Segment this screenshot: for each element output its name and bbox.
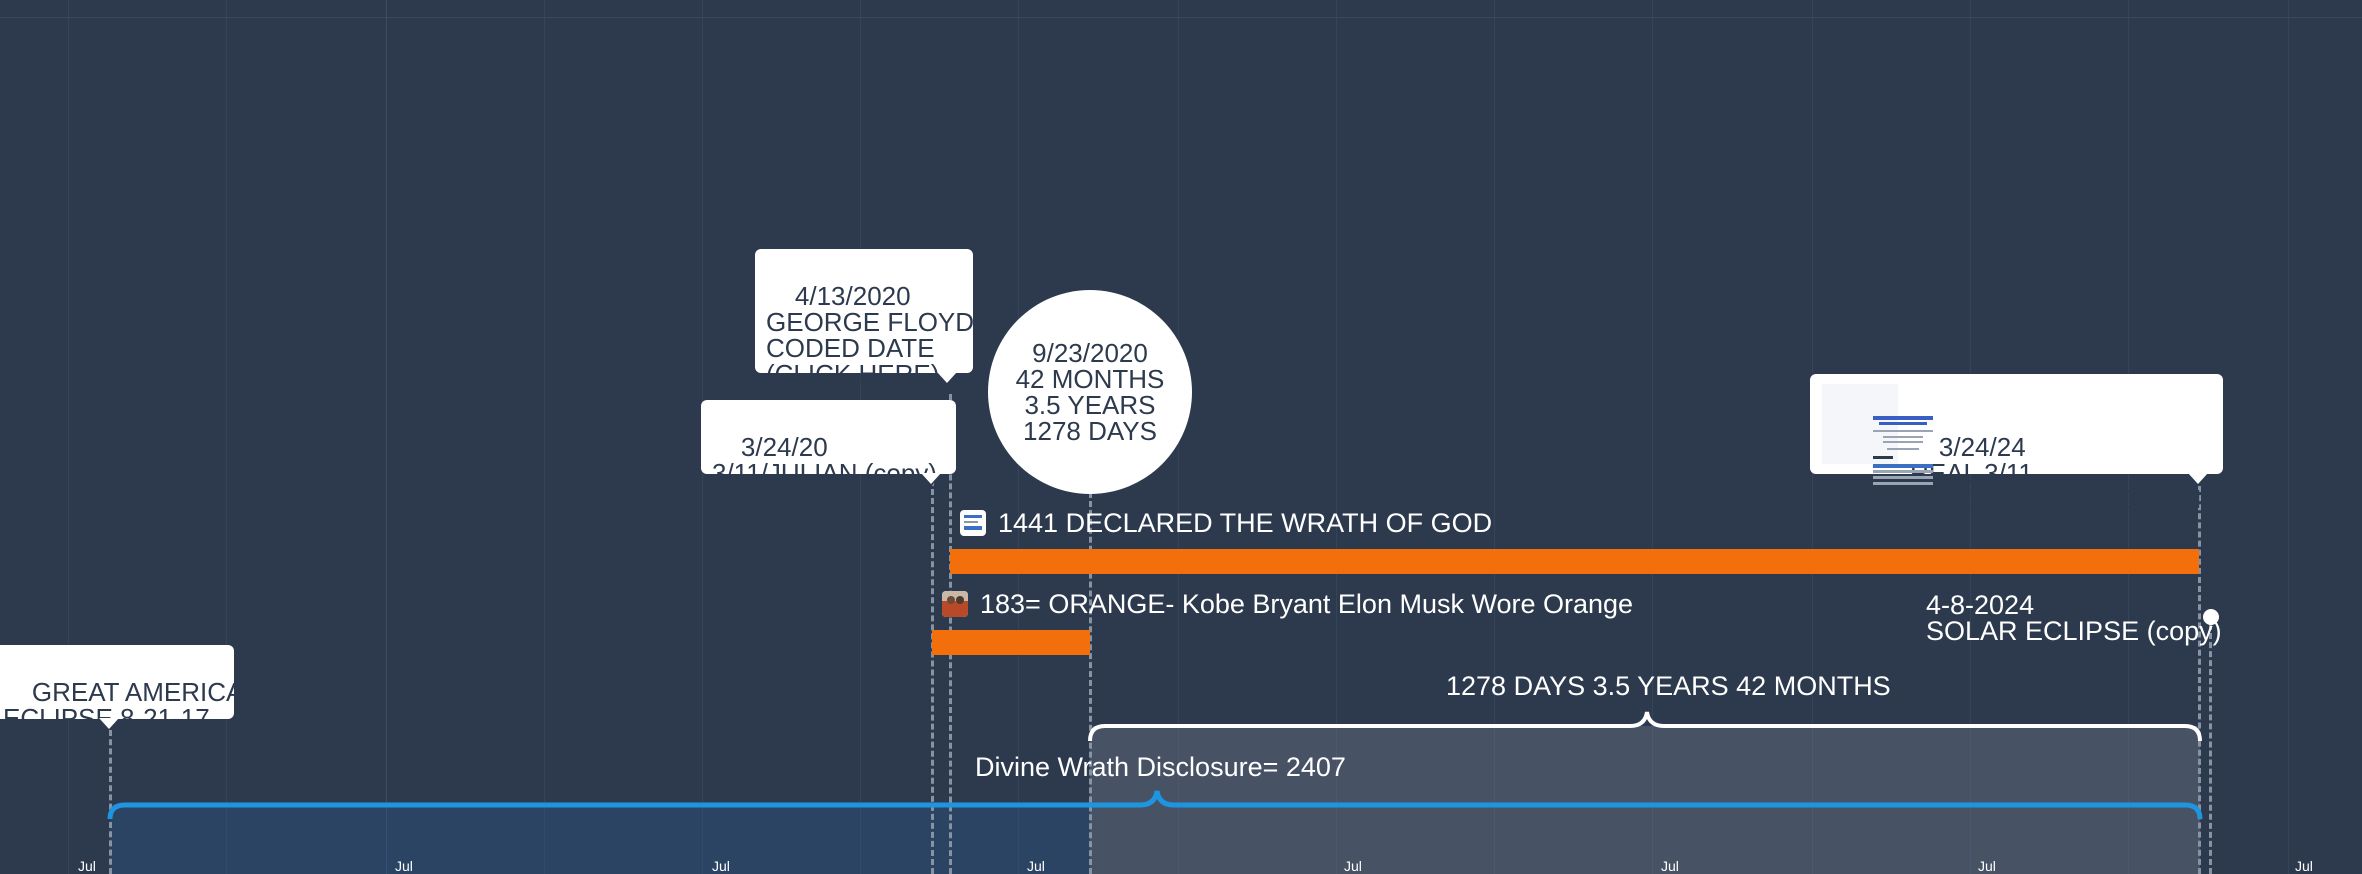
days-1278-region: [1090, 726, 2200, 874]
event-line-bubble: [1089, 492, 1092, 874]
grid-line: [2288, 0, 2289, 874]
bar-183-orange[interactable]: [932, 630, 1090, 655]
axis-tick-label: Jul: [78, 858, 96, 874]
event-label-183-orange[interactable]: 183= ORANGE- Kobe Bryant Elon Musk Wore …: [980, 589, 1634, 619]
span-label-divine-wrath[interactable]: Divine Wrath Disclosure= 2407: [975, 752, 1346, 782]
card-text: 3/24/20 3/11/JULIAN (copy): [712, 432, 937, 488]
brace-1278-days: [1088, 711, 2202, 742]
event-line-solar-eclipse: [2209, 624, 2212, 874]
axis-tick-label: Jul: [1344, 858, 1362, 874]
event-label-1441[interactable]: 1441 DECLARED THE WRATH OF GOD: [998, 508, 1493, 538]
card-pointer: [937, 372, 957, 383]
card-pointer: [99, 718, 119, 729]
axis-tick-label: Jul: [712, 858, 730, 874]
bubble-text: 9/23/2020 42 MONTHS 3.5 YEARS 1278 DAYS: [1015, 338, 1165, 446]
event-line-real-311: [2198, 486, 2201, 874]
milestone-bubble-9-23-2020[interactable]: 9/23/2020 42 MONTHS 3.5 YEARS 1278 DAYS: [988, 290, 1192, 494]
grid-line: [1652, 0, 1653, 874]
event-dot-solar-eclipse[interactable]: [2203, 609, 2219, 625]
brace-divine-wrath: [107, 790, 2203, 820]
event-line-julian: [931, 480, 934, 874]
document-thumbnail-icon: [1822, 384, 1934, 485]
card-text: 3/24/24 REAL 3/11 WRATH OF GOD BEGINS: [1910, 432, 2219, 514]
card-text: 4/13/2020 GEORGE FLOYD CODED DATE (CLICK…: [766, 281, 975, 389]
axis-tick-label: Jul: [1978, 858, 1996, 874]
grid-line: [1494, 0, 1495, 874]
grid-line: [226, 0, 227, 874]
card-george-floyd[interactable]: 4/13/2020 GEORGE FLOYD CODED DATE (CLICK…: [755, 249, 974, 387]
card-text: GREAT AMERICAN ECLIPSE 8-21-17: [3, 677, 263, 733]
event-label-solar-eclipse[interactable]: 4-8-2024 SOLAR ECLIPSE (copy): [1926, 590, 2222, 646]
photo-thumbnail-icon[interactable]: [942, 591, 968, 617]
axis-tick-label: Jul: [2295, 858, 2313, 874]
card-great-american[interactable]: GREAT AMERICAN ECLIPSE 8-21-17: [0, 645, 262, 731]
event-line-great-american: [109, 730, 112, 874]
card-real-311[interactable]: 3/24/24 REAL 3/11 WRATH OF GOD BEGINS: [1810, 374, 2223, 512]
document-thumbnail-icon[interactable]: [960, 510, 986, 536]
span-label-1278-days[interactable]: 1278 DAYS 3.5 YEARS 42 MONTHS: [1446, 671, 1891, 701]
top-border-line: [0, 17, 2362, 18]
axis-tick-label: Jul: [1661, 858, 1679, 874]
axis-tick-label: Jul: [1027, 858, 1045, 874]
grid-line: [68, 0, 69, 874]
card-julian[interactable]: 3/24/20 3/11/JULIAN (copy): [701, 400, 956, 486]
grid-line: [386, 0, 387, 874]
axis-tick-label: Jul: [395, 858, 413, 874]
bar-1441-wrath[interactable]: [950, 549, 2199, 574]
divine-wrath-region: [110, 804, 1090, 874]
grid-line: [544, 0, 545, 874]
grid-line: [1336, 0, 1337, 874]
card-pointer: [2188, 473, 2208, 484]
card-pointer: [921, 473, 941, 484]
